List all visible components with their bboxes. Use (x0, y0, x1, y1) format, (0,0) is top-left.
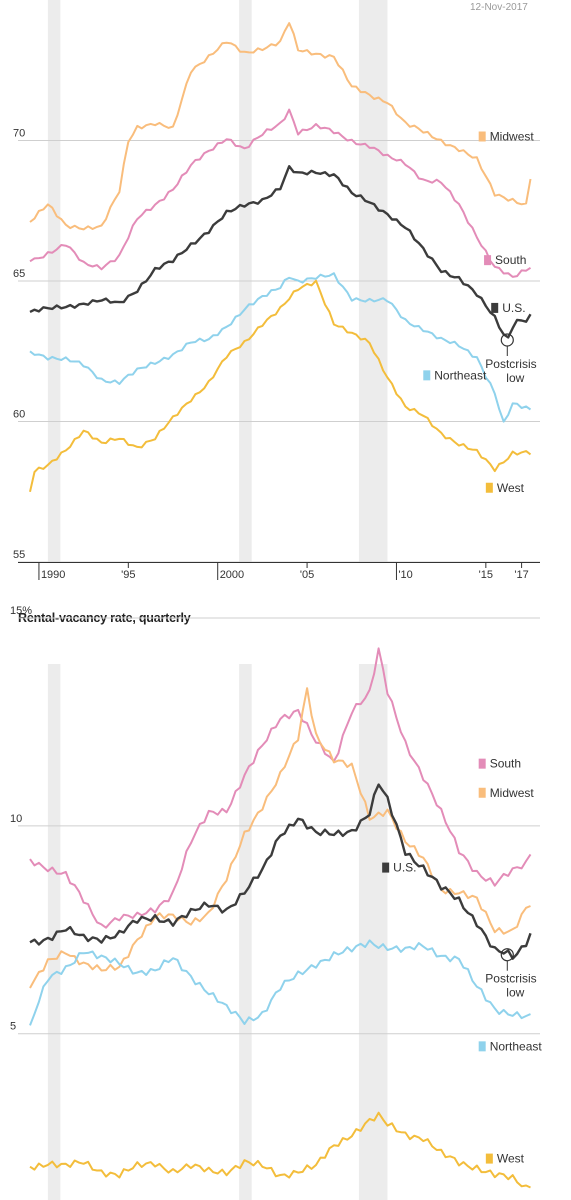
series-line-1-northeast (29, 272, 532, 423)
y-tick-label-2-1: 5 (10, 1021, 16, 1033)
y-tick-label-1-3: 65 (13, 268, 25, 280)
series-line-1-south (29, 108, 532, 278)
series-line-2-midwest (29, 687, 531, 989)
x-tick-label-1: 1990 (41, 569, 65, 581)
legend-swatch-2-5 (485, 1153, 493, 1164)
legend-swatch-2-1 (478, 758, 486, 769)
y-tick-label-1-4: 70 (13, 128, 25, 140)
y-tick-label-1-2: 60 (13, 409, 25, 421)
x-tick-label-4: '05 (300, 569, 314, 581)
legend-swatch-1-4 (423, 370, 431, 381)
y-tick-label-1-1: 55 (13, 549, 25, 561)
x-tick-label-3: 2000 (220, 569, 244, 581)
series-label-2-us: U.S. (393, 861, 416, 875)
recession-band-2-2 (239, 664, 252, 1200)
annotation-text-2-1: Postcrisis (485, 972, 536, 986)
legend-swatch-1-5 (485, 482, 493, 493)
series-label-1-west: West (497, 481, 525, 495)
annotation-text-1-2: low (506, 371, 524, 385)
series-label-1-northeast: Northeast (434, 368, 487, 382)
series-label-2-midwest: Midwest (490, 786, 535, 800)
date-stamp: 12-Nov-2017 (470, 2, 528, 13)
series-line-1-us (29, 164, 532, 339)
series-label-2-south: South (490, 757, 521, 771)
recession-band-2-1 (47, 664, 61, 1200)
x-tick-label-7: '17 (514, 569, 528, 581)
series-line-1-midwest (29, 22, 532, 231)
series-line-2-us (29, 783, 532, 960)
x-tick-label-6: '15 (479, 569, 493, 581)
x-tick-label-2: '95 (121, 569, 135, 581)
series-line-2-south (29, 647, 532, 929)
series-label-2-northeast: Northeast (490, 1039, 543, 1053)
legend-swatch-1-1 (478, 131, 486, 142)
series-label-1-us: U.S. (502, 301, 525, 315)
legend-swatch-2-3 (382, 862, 390, 873)
series-line-2-northeast (29, 939, 531, 1026)
legend-swatch-1-2 (484, 255, 492, 266)
legend-swatch-2-2 (478, 787, 486, 798)
recession-band-2-3 (358, 664, 388, 1200)
legend-swatch-2-4 (478, 1041, 486, 1052)
series-label-1-south: South (495, 253, 526, 267)
annotation-text-1-1: Postcrisis (485, 357, 536, 371)
series-line-1-west (29, 279, 532, 493)
series-label-2-west: West (497, 1152, 525, 1166)
annotation-text-2-2: low (506, 986, 524, 1000)
x-tick-label-5: '10 (398, 569, 412, 581)
y-tick-label-2-3: 15% (10, 605, 32, 617)
series-line-2-west (29, 1111, 531, 1189)
legend-swatch-1-3 (491, 302, 499, 313)
y-tick-label-2-2: 10 (10, 813, 22, 825)
series-label-1-midwest: Midwest (490, 130, 535, 144)
